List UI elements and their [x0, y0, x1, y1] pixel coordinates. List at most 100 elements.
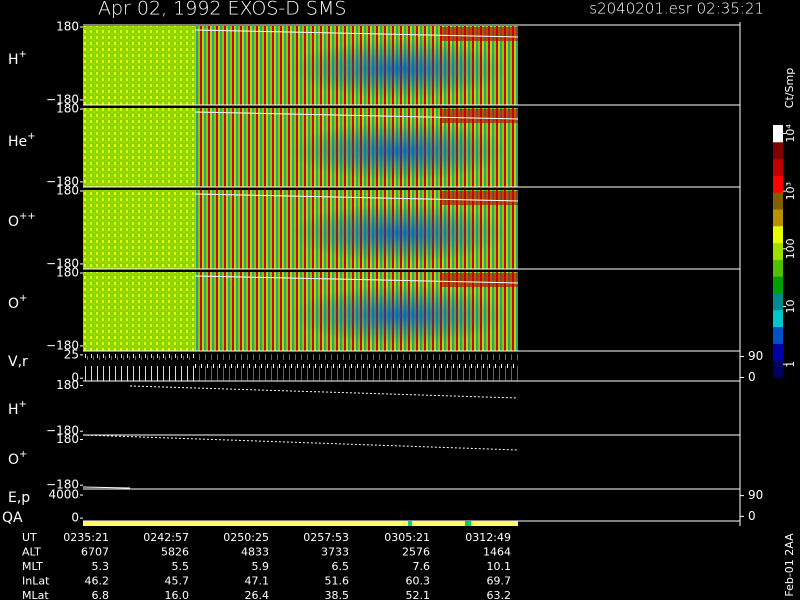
cell: 5.9: [252, 560, 270, 573]
y-tick-label: 180: [56, 102, 79, 116]
cell: 5.3: [92, 560, 110, 573]
qa-flag: [465, 521, 471, 526]
cell: 6.8: [92, 589, 110, 600]
qa-bar: [83, 521, 518, 526]
cell: 0257:53: [303, 531, 349, 544]
colorbar-swatch: [773, 225, 783, 244]
cell: 0242:57: [143, 531, 189, 544]
colorbar-swatch: [773, 293, 783, 311]
colorbar-swatch: [773, 141, 783, 160]
spectrogram-imagery: [82, 26, 519, 489]
colorbar-tick-label: 10: [784, 300, 797, 314]
panel-label-base: E,p: [8, 490, 30, 506]
colorbar-tick-label: 10⁴: [784, 124, 797, 143]
panel-label: O+: [8, 293, 27, 312]
colorbar-swatch: [773, 158, 783, 176]
panel-label-sup: +: [19, 449, 27, 460]
panel-label-base: O: [8, 296, 19, 312]
cell: 51.6: [325, 575, 350, 588]
trace: [194, 111, 519, 120]
y2-tick-label: 0: [748, 509, 756, 523]
cell: 7.6: [413, 560, 431, 573]
y-tick-label: 180: [56, 432, 79, 446]
cell: 6.5: [332, 560, 350, 573]
panel-label-sup: +: [19, 49, 27, 60]
cell: 38.5: [325, 589, 350, 600]
spectrogram-left: [83, 190, 195, 269]
panel-label: H+: [8, 49, 27, 68]
colorbar-swatch: [773, 175, 783, 193]
y-tick-label: −180: [46, 92, 79, 106]
y-tick-label: −180: [46, 478, 79, 492]
qa-label: QA: [2, 510, 23, 526]
trace: [194, 275, 519, 284]
panel-label-sup: +: [27, 131, 35, 142]
panel-label-base: O: [8, 452, 19, 468]
cell: 16.0: [165, 589, 190, 600]
y-tick-label: 180: [56, 378, 79, 392]
trace: [82, 434, 519, 451]
cell: 0305:21: [384, 531, 430, 544]
colorbar-tick-label: 100: [784, 238, 797, 259]
cell: 52.1: [406, 589, 431, 600]
cell: 6707: [81, 546, 109, 559]
y-tick-label: 180: [56, 184, 79, 198]
colorbar-tick-label: 1: [784, 361, 797, 368]
trace: [194, 29, 519, 38]
y-tick-label: 180: [56, 266, 79, 280]
ephemeris-table: UT 0235:21 0242:57 0250:25 0257:53 0305:21 031…: [22, 531, 511, 600]
cell: 1464: [483, 546, 511, 559]
spectrogram-edge: [440, 191, 518, 205]
panel-label-sup: +: [19, 399, 27, 410]
cell: 10.1: [487, 560, 512, 573]
y2-tick-label: 0: [748, 370, 756, 384]
cell: 45.7: [165, 575, 190, 588]
row-label: MLT: [22, 560, 43, 573]
colorbar-swatch: [773, 276, 783, 294]
panel-label: He+: [8, 131, 36, 150]
panel-label: H+: [8, 399, 27, 418]
colorbar-swatch: [773, 360, 783, 378]
colorbar-tick-label: 10³: [784, 182, 797, 200]
file-label: s2040201.esr 02:35:21: [589, 0, 764, 18]
row-label: UT: [22, 531, 37, 544]
panel-label-base: H: [8, 402, 19, 418]
cell: 60.3: [406, 575, 431, 588]
panel-label-base: He: [8, 134, 27, 150]
spectrogram-left: [83, 26, 195, 105]
colorbar-swatch: [773, 242, 783, 260]
colorbar-swatch: [773, 309, 783, 328]
y-tick-label: −180: [46, 256, 79, 270]
y2-tick-label: 90: [748, 488, 763, 502]
panel-label-base: O: [8, 214, 19, 230]
cell: 0235:21: [63, 531, 109, 544]
y-tick-label: −180: [46, 338, 79, 352]
y-tick-label: −180: [46, 424, 79, 438]
cell: 4833: [241, 546, 269, 559]
y-tick-label: 25: [64, 347, 79, 361]
qa-flag: [408, 521, 412, 526]
panel-label-sup: +: [19, 293, 27, 304]
row-label: MLat: [22, 589, 49, 600]
cell: 5826: [161, 546, 189, 559]
spectrogram-edge: [440, 109, 518, 123]
trace: [82, 486, 131, 489]
spectrogram-edge: [440, 27, 518, 41]
y-tick-label: −180: [46, 174, 79, 188]
panel-label: V,r: [8, 354, 28, 370]
colorbar-swatch: [773, 259, 783, 277]
row-label: ALT: [22, 546, 41, 559]
colorbar-swatch: [773, 343, 783, 361]
spectrogram-blob: [290, 121, 510, 181]
row-label: InLat: [22, 575, 50, 588]
cell: 2576: [402, 546, 430, 559]
y-tick-label: 4000: [48, 488, 79, 502]
colorbar: 10⁴ 10³ 100 10 1: [773, 124, 797, 378]
y-tick-label: 0: [71, 371, 79, 385]
vr-left: [83, 354, 195, 381]
cell: 47.1: [245, 575, 270, 588]
spectrogram-left: [83, 108, 195, 187]
